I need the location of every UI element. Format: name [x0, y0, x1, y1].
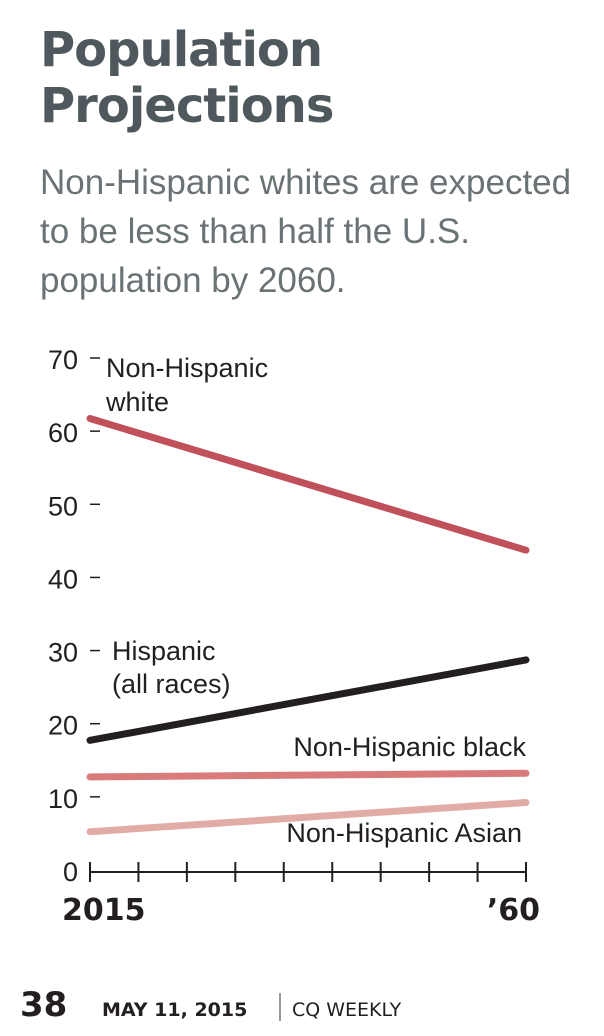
footer-divider: [279, 993, 281, 1021]
issue-date: MAY 11, 2015: [102, 999, 248, 1021]
series-line-non-hispanic-black: [86, 769, 530, 781]
y-tick-label: 50: [48, 491, 78, 521]
x-tick-label: ’60: [487, 893, 540, 928]
y-tick-label: 70: [48, 345, 78, 375]
series-label-non-hispanic-asian: Non-Hispanic Asian: [286, 818, 522, 848]
series-label-non-hispanic-white: Non-Hispanic: [106, 353, 268, 383]
y-tick-label: 30: [48, 638, 78, 668]
series-label-hispanic-all-races: Hispanic: [112, 636, 216, 666]
chart-subtitle: Non-Hispanic whites are expected to be l…: [40, 163, 572, 300]
page-footer: 38 MAY 11, 2015 CQ WEEKLY: [20, 985, 590, 1029]
series-label-hispanic-all-races: (all races): [112, 669, 231, 699]
y-tick-label: 60: [48, 418, 78, 448]
series-label-non-hispanic-black: Non-Hispanic black: [293, 732, 526, 762]
series-label-non-hispanic-white: white: [105, 387, 169, 417]
chart-title: Population Projections: [40, 22, 334, 134]
x-tick-label: 2015: [62, 893, 146, 928]
y-tick-label: 10: [48, 784, 78, 814]
series-line-non-hispanic-asian: [86, 799, 530, 836]
publication-name: CQ WEEKLY: [292, 999, 402, 1021]
y-tick-label: 20: [48, 711, 78, 741]
y-tick-label: 0: [63, 857, 78, 887]
page-number: 38: [20, 985, 68, 1025]
series-line-hispanic-all-races: [86, 656, 530, 744]
y-tick-label: 40: [48, 564, 78, 594]
series-line-non-hispanic-white: [86, 415, 530, 554]
line-chart: 0 10 20 30 40 50 60 70 2015 ’60 Non-Hispanic white H…: [48, 345, 540, 928]
